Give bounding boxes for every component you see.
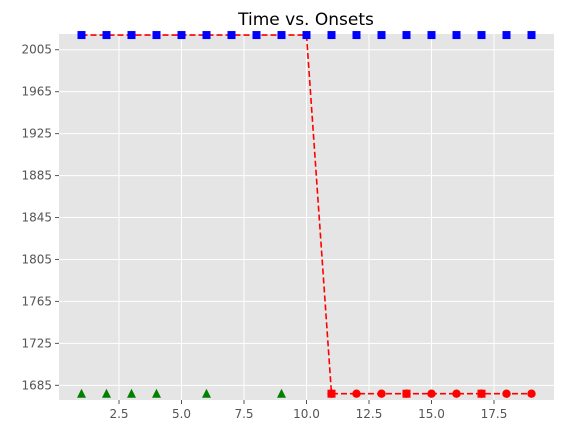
square-marker xyxy=(527,31,536,40)
grid xyxy=(59,34,554,400)
y-tick-label: 1845 xyxy=(21,211,52,225)
y-tick-label: 1965 xyxy=(21,85,52,99)
x-tick-label: 17.5 xyxy=(481,407,508,421)
x-tick-label: 15.0 xyxy=(418,407,445,421)
chart-title: Time vs. Onsets xyxy=(237,10,374,30)
y-tick-label: 1765 xyxy=(21,294,52,308)
x-tick-label: 12.5 xyxy=(356,407,383,421)
y-tick-label: 1925 xyxy=(21,127,52,141)
square-marker xyxy=(427,31,436,40)
square-marker xyxy=(477,389,486,398)
square-marker xyxy=(127,31,136,40)
triangle-marker xyxy=(102,388,111,398)
x-tick-label: 10.0 xyxy=(293,407,320,421)
square-marker xyxy=(252,31,261,40)
x-axis: 2.5 5.0 7.5 10.0 12.5 15.0 17.5 xyxy=(109,400,507,421)
circle-marker xyxy=(427,389,436,398)
square-marker xyxy=(227,31,236,40)
square-marker xyxy=(402,31,411,40)
y-tick-label: 1685 xyxy=(21,378,52,392)
square-marker xyxy=(202,31,211,40)
circle-marker xyxy=(502,389,511,398)
square-marker xyxy=(377,31,386,40)
y-axis: 1685 1725 1765 1805 1845 1885 1925 1965 2005 xyxy=(21,43,59,392)
square-marker xyxy=(402,389,411,398)
triangle-marker xyxy=(77,388,86,398)
circle-marker xyxy=(452,389,461,398)
square-marker xyxy=(327,31,336,40)
x-tick-label: 5.0 xyxy=(172,407,191,421)
triangle-marker xyxy=(277,388,286,398)
y-tick-label: 1885 xyxy=(21,169,52,183)
y-tick-label: 1725 xyxy=(21,336,52,350)
square-marker xyxy=(152,31,161,40)
square-marker xyxy=(477,31,486,40)
square-marker xyxy=(302,31,311,40)
square-marker xyxy=(177,31,186,40)
square-marker xyxy=(277,31,286,40)
series-layer xyxy=(77,31,536,398)
triangle-marker xyxy=(152,388,161,398)
y-tick-label: 2005 xyxy=(21,43,52,57)
triangle-marker xyxy=(127,388,136,398)
circle-marker xyxy=(377,389,386,398)
square-marker xyxy=(502,31,511,40)
y-tick-label: 1805 xyxy=(21,252,52,266)
square-marker xyxy=(327,389,336,398)
x-tick-label: 7.5 xyxy=(234,407,253,421)
circle-marker xyxy=(352,389,361,398)
circle-marker xyxy=(527,389,536,398)
square-marker xyxy=(452,31,461,40)
square-marker xyxy=(77,31,86,40)
square-marker xyxy=(102,31,111,40)
x-tick-label: 2.5 xyxy=(109,407,128,421)
triangle-marker xyxy=(202,388,211,398)
square-marker xyxy=(352,31,361,40)
